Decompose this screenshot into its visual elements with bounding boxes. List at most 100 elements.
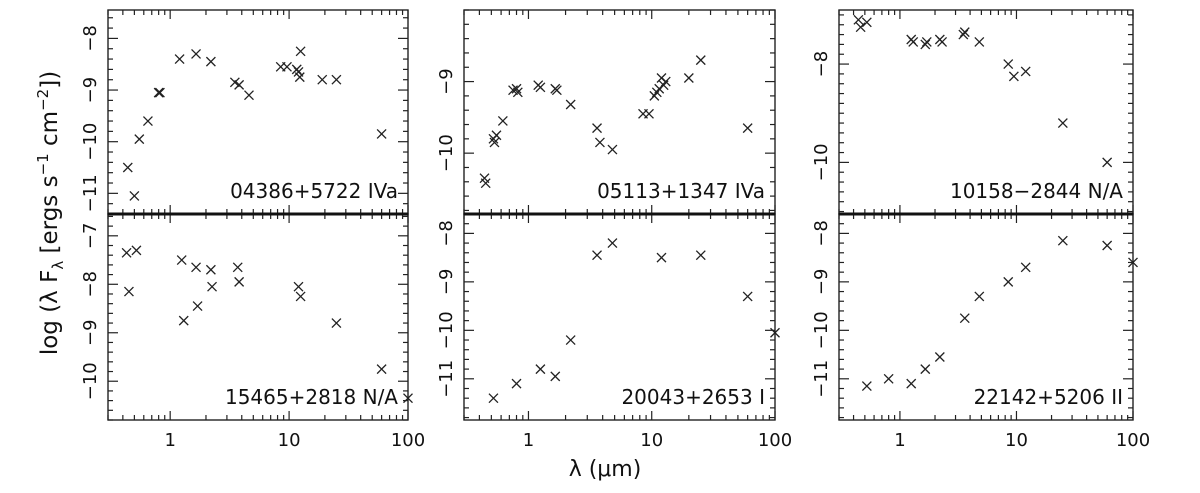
data-point bbox=[205, 56, 216, 67]
y-tick-label: −10 bbox=[436, 311, 457, 349]
x-tick-label: 1 bbox=[894, 430, 905, 451]
data-point bbox=[174, 54, 185, 65]
data-point bbox=[1057, 118, 1068, 129]
x-tick-label: 100 bbox=[1116, 430, 1150, 451]
data-point bbox=[853, 14, 864, 25]
data-point bbox=[1003, 59, 1014, 70]
data-point bbox=[376, 364, 387, 375]
data-point bbox=[920, 364, 931, 375]
data-point bbox=[908, 36, 919, 47]
y-tick-label: −9 bbox=[80, 319, 101, 346]
data-point bbox=[376, 128, 387, 139]
data-point bbox=[1003, 276, 1014, 287]
panel-2: −10 −9 05113+1347 IVa bbox=[436, 9, 776, 215]
data-point bbox=[282, 61, 292, 72]
y-tick-label: −7 bbox=[80, 223, 101, 250]
data-point bbox=[232, 262, 243, 273]
y-tick-label: −10 bbox=[811, 143, 832, 181]
data-point bbox=[594, 137, 605, 148]
data-point bbox=[142, 116, 153, 126]
data-point bbox=[937, 36, 948, 47]
data-point bbox=[920, 39, 931, 50]
data-point bbox=[906, 378, 917, 389]
y-tick-label: −8 bbox=[811, 51, 832, 78]
data-point bbox=[1102, 240, 1113, 251]
y-tick-label: −11 bbox=[436, 360, 457, 398]
data-point bbox=[331, 318, 342, 329]
y-tick-label: −9 bbox=[436, 68, 457, 95]
data-point bbox=[154, 87, 165, 98]
x-tick-label: 1 bbox=[164, 430, 175, 451]
y-tick-label: −10 bbox=[811, 311, 832, 349]
data-point bbox=[974, 36, 985, 47]
data-point bbox=[644, 108, 654, 119]
data-point bbox=[550, 371, 561, 382]
x-tick-label: 10 bbox=[1005, 430, 1028, 451]
data-point bbox=[742, 123, 753, 134]
data-point bbox=[489, 137, 500, 148]
data-point bbox=[403, 393, 413, 404]
y-tick-label: −10 bbox=[436, 134, 457, 172]
data-point bbox=[695, 250, 706, 261]
data-point bbox=[959, 313, 970, 324]
data-point bbox=[192, 301, 203, 312]
panels-group: −11 −10 −9 −8 04386+5722 IVa −10 −9 05113+1347 … bbox=[80, 9, 1150, 451]
data-point bbox=[508, 85, 519, 96]
data-point bbox=[565, 99, 576, 110]
data-point bbox=[921, 36, 932, 47]
data-point bbox=[861, 381, 872, 392]
panel-3: −10 −8 10158−2844 N/A bbox=[811, 9, 1134, 215]
panel-label: 15465+2818 N/A bbox=[225, 385, 398, 409]
y-tick-label: −8 bbox=[80, 25, 101, 52]
y-axis-label: log (λ Fλ [ergs s−1 cm−2]) bbox=[34, 71, 67, 355]
y-tick-label: −10 bbox=[80, 123, 101, 161]
data-point bbox=[1020, 66, 1031, 77]
data-point bbox=[134, 134, 145, 145]
y-tick-label: −8 bbox=[436, 220, 457, 247]
data-point bbox=[293, 281, 304, 292]
data-point bbox=[695, 55, 706, 66]
data-point bbox=[131, 245, 142, 256]
panel-label: 05113+1347 IVa bbox=[597, 179, 765, 203]
data-point bbox=[861, 17, 872, 28]
x-tick-label: 10 bbox=[278, 430, 301, 451]
data-point bbox=[295, 46, 306, 57]
panel-6: 1 10 100 −11 −10 −9 −8 22142+5206 II bbox=[811, 213, 1150, 451]
data-point bbox=[535, 364, 546, 375]
data-point bbox=[683, 73, 694, 83]
data-point bbox=[511, 83, 522, 94]
data-point bbox=[295, 291, 306, 302]
data-point bbox=[191, 48, 201, 59]
x-tick-label: 100 bbox=[758, 430, 792, 451]
x-tick-label: 100 bbox=[391, 430, 425, 451]
data-point bbox=[1008, 71, 1019, 82]
data-point bbox=[592, 250, 602, 261]
data-point bbox=[122, 162, 133, 173]
data-point bbox=[660, 76, 671, 87]
data-point bbox=[1020, 262, 1031, 273]
y-tick-label: −8 bbox=[811, 220, 832, 247]
data-point bbox=[176, 255, 187, 266]
data-point bbox=[207, 281, 218, 292]
y-tick-label: −10 bbox=[80, 362, 101, 400]
data-point bbox=[770, 327, 780, 338]
data-point bbox=[512, 87, 523, 98]
data-point bbox=[234, 79, 245, 90]
data-point bbox=[1102, 157, 1113, 168]
y-tick-label: −8 bbox=[80, 271, 101, 298]
data-point bbox=[974, 291, 985, 302]
x-tick-label: 1 bbox=[523, 430, 534, 451]
y-tick-label: −9 bbox=[80, 77, 101, 104]
data-point bbox=[934, 352, 945, 362]
data-point bbox=[153, 87, 164, 98]
data-point bbox=[855, 22, 866, 33]
data-point bbox=[535, 82, 546, 93]
data-point bbox=[656, 252, 667, 263]
data-point bbox=[244, 90, 254, 101]
data-point bbox=[488, 393, 499, 404]
data-point bbox=[205, 264, 216, 275]
y-tick-label: −9 bbox=[436, 269, 457, 296]
data-point bbox=[565, 335, 576, 345]
x-axis-label: λ (μm) bbox=[569, 457, 642, 482]
